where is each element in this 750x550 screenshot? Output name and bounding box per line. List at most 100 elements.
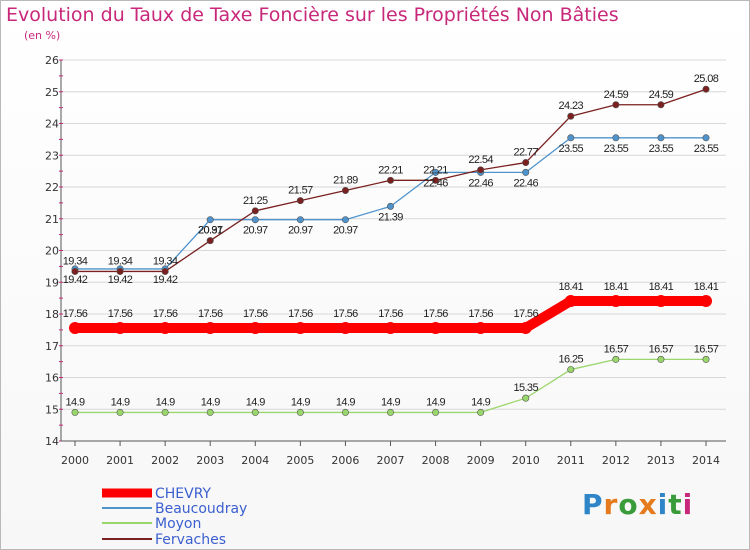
x-tick-label: 2012 — [602, 454, 630, 467]
y-tick-label: 19 — [45, 276, 59, 289]
point-moyon — [477, 408, 485, 416]
value-label-beaucoudray: 23.55 — [649, 143, 674, 155]
value-label-moyon: 14.9 — [246, 396, 265, 408]
point-fervaches — [161, 267, 169, 275]
point-moyon — [161, 408, 169, 416]
point-beaucoudray — [386, 202, 394, 210]
y-tick-label: 24 — [45, 118, 59, 131]
point-chevry — [609, 294, 622, 307]
point-beaucoudray — [702, 134, 710, 142]
point-chevry — [519, 321, 532, 334]
value-label-beaucoudray: 22.46 — [513, 177, 538, 189]
point-chevry — [204, 321, 217, 334]
point-fervaches — [522, 159, 530, 167]
value-label-fervaches: 24.23 — [559, 100, 584, 112]
point-fervaches — [657, 101, 665, 109]
point-fervaches — [612, 101, 620, 109]
point-chevry — [700, 294, 712, 307]
point-fervaches — [567, 112, 575, 120]
x-tick-label: 2011 — [557, 454, 585, 467]
value-label-chevry: 17.56 — [513, 308, 538, 320]
value-label-chevry: 17.56 — [333, 308, 358, 320]
value-label-moyon: 14.9 — [291, 396, 310, 408]
value-label-chevry: 18.41 — [559, 281, 584, 293]
value-label-fervaches: 22.54 — [468, 154, 493, 166]
point-beaucoudray — [657, 134, 665, 142]
value-label-chevry: 17.56 — [243, 308, 268, 320]
value-label-beaucoudray: 20.97 — [288, 225, 313, 237]
y-tick-label: 21 — [45, 213, 59, 226]
point-moyon — [612, 355, 620, 363]
y-tick-label: 25 — [45, 86, 59, 99]
x-tick-label: 2014 — [692, 454, 720, 467]
value-label-beaucoudray: 19.42 — [63, 274, 88, 286]
value-label-fervaches: 19.34 — [153, 255, 178, 267]
value-label-moyon: 14.9 — [381, 396, 400, 408]
value-label-beaucoudray: 20.97 — [333, 225, 358, 237]
value-label-fervaches: 20.31 — [198, 225, 223, 237]
point-chevry — [429, 321, 442, 334]
point-moyon — [657, 355, 665, 363]
point-fervaches — [116, 267, 124, 275]
value-label-chevry: 17.56 — [468, 308, 493, 320]
point-chevry — [249, 321, 262, 334]
value-label-beaucoudray: 23.55 — [559, 143, 584, 155]
y-tick-label: 23 — [45, 149, 59, 162]
value-label-moyon: 14.9 — [471, 396, 490, 408]
point-fervaches — [477, 166, 485, 174]
legend-label-moyon: Moyon — [155, 516, 201, 532]
axes: 14 15 16 17 18 19 20 21 22 23 24 25 26 2000 2001 2002 20… — [45, 54, 726, 467]
x-tick-label: 2002 — [151, 454, 179, 467]
y-tick-label: 14 — [45, 435, 59, 448]
value-label-beaucoudray: 21.39 — [378, 211, 403, 223]
data-labels: 17.56 17.56 17.56 17.56 17.56 17.56 17.56 17.56… — [63, 73, 720, 408]
value-label-moyon: 14.9 — [156, 396, 175, 408]
point-moyon — [432, 408, 440, 416]
value-label-chevry: 17.56 — [108, 308, 133, 320]
point-chevry — [339, 321, 352, 334]
x-tick-label: 2005 — [286, 454, 314, 467]
point-moyon — [206, 408, 214, 416]
point-moyon — [386, 408, 394, 416]
x-tick-label: 2006 — [331, 454, 359, 467]
point-chevry — [384, 321, 397, 334]
value-label-chevry: 18.41 — [694, 281, 719, 293]
value-label-chevry: 17.56 — [63, 308, 88, 320]
value-label-chevry: 17.56 — [423, 308, 448, 320]
unit-label: (en %) — [24, 29, 61, 42]
point-fervaches — [296, 197, 304, 205]
value-label-fervaches: 22.77 — [513, 147, 538, 159]
point-beaucoudray — [251, 216, 259, 224]
point-chevry — [654, 294, 667, 307]
y-tick-label: 22 — [45, 181, 59, 194]
value-label-moyon: 14.9 — [201, 396, 220, 408]
value-label-moyon: 15.35 — [513, 382, 538, 394]
value-label-beaucoudray: 22.46 — [423, 177, 448, 189]
value-label-fervaches: 21.25 — [243, 195, 268, 207]
y-tick-label: 20 — [45, 245, 59, 258]
y-tick-label: 17 — [45, 340, 59, 353]
value-label-beaucoudray: 23.55 — [604, 143, 629, 155]
value-label-beaucoudray: 22.46 — [468, 177, 493, 189]
point-beaucoudray — [296, 216, 304, 224]
point-fervaches — [432, 176, 440, 184]
point-moyon — [341, 408, 349, 416]
value-label-beaucoudray: 20.97 — [198, 225, 223, 237]
x-tick-label: 2000 — [61, 454, 89, 467]
point-fervaches — [251, 207, 259, 215]
value-label-fervaches: 22.21 — [423, 164, 448, 176]
value-label-chevry: 17.56 — [153, 308, 178, 320]
value-label-moyon: 14.9 — [336, 396, 355, 408]
value-label-chevry: 18.41 — [604, 281, 629, 293]
point-chevry — [69, 321, 81, 334]
value-label-moyon: 16.25 — [559, 354, 584, 366]
point-chevry — [159, 321, 172, 334]
point-fervaches — [71, 267, 79, 275]
value-label-beaucoudray: 23.55 — [694, 143, 719, 155]
y-tick-label: 16 — [45, 372, 59, 385]
x-tick-label: 2007 — [377, 454, 405, 467]
value-label-moyon: 14.9 — [111, 396, 130, 408]
point-chevry — [564, 294, 577, 307]
